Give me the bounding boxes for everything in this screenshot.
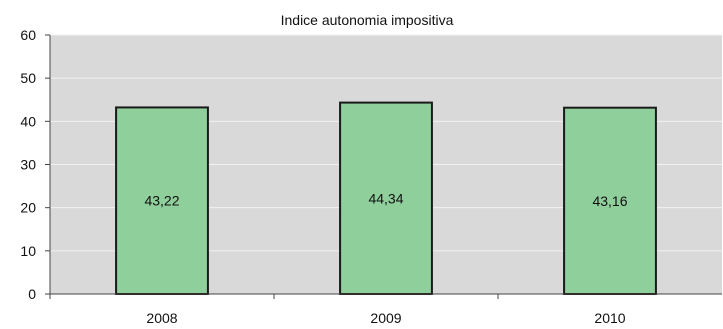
data-label: 43,16 [592,193,627,209]
y-tick-label: 20 [20,200,36,216]
x-tick-label: 2010 [594,310,625,326]
data-label: 43,22 [144,193,179,209]
y-axis: 0 10 20 30 40 50 60 [20,27,50,302]
x-tick-label: 2008 [146,310,177,326]
y-tick-label: 0 [28,286,36,302]
y-tick-label: 60 [20,27,36,43]
data-label: 44,34 [368,190,403,206]
x-tick-label: 2009 [370,310,401,326]
chart-title: Indice autonomia impositiva [281,12,454,28]
y-tick-label: 50 [20,70,36,86]
x-axis: 2008 2009 2010 [50,294,722,326]
y-tick-label: 40 [20,113,36,129]
y-tick-label: 30 [20,157,36,173]
y-tick-label: 10 [20,243,36,259]
bars: 43,22 44,34 43,16 [116,103,656,294]
